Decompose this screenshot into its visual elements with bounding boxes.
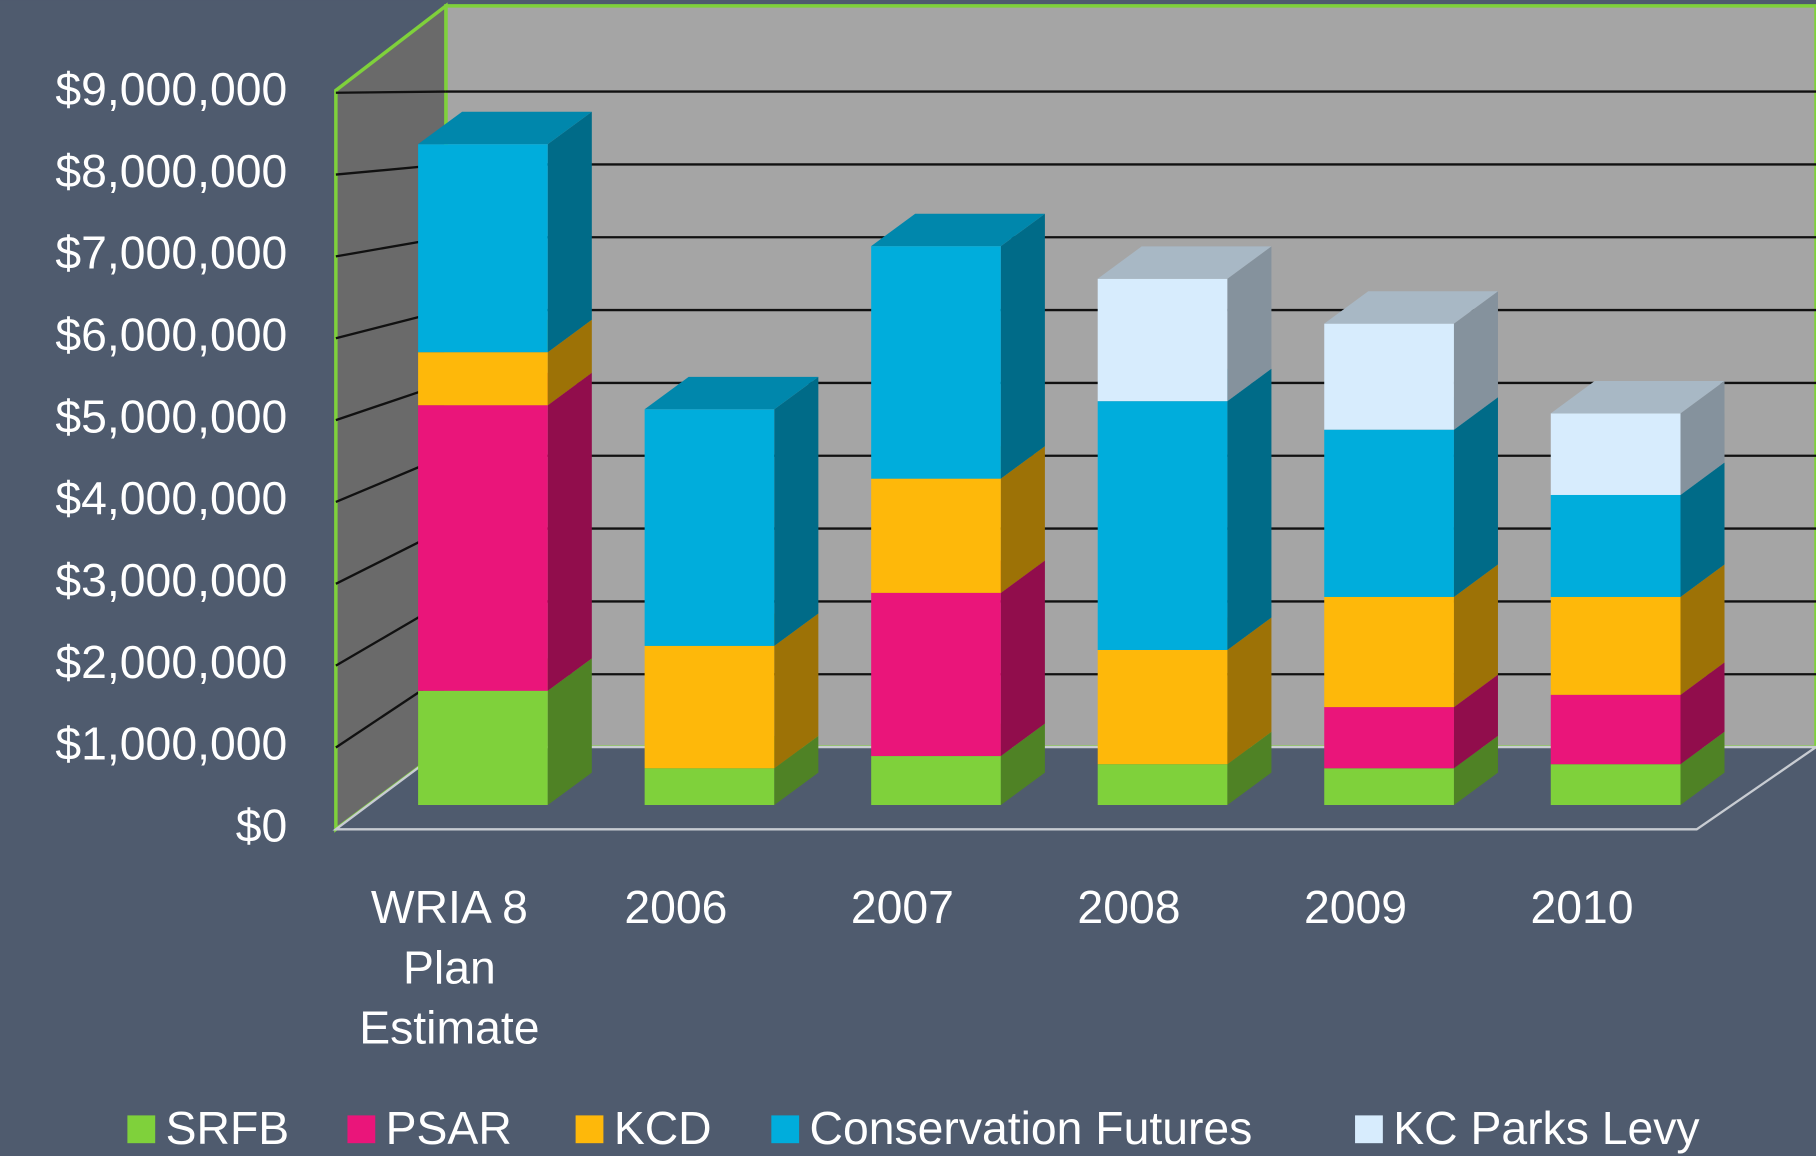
bar-side [1453,564,1498,708]
bar-segment [418,352,548,406]
bar-segment [1550,596,1681,695]
bar-segment [1324,429,1454,597]
bar-side [1680,380,1725,495]
legend-label: Conservation Futures [810,1102,1253,1154]
legend-swatch [347,1115,376,1144]
x-tick-text: WRIA 8 Plan Estimate [359,882,540,1055]
grid-line [335,90,446,94]
bar-side [547,372,592,691]
legend-swatch [575,1115,604,1144]
y-tick-label: $2,000,000 [55,636,287,688]
bar-segment [1324,768,1454,805]
bar-segment [1097,401,1228,650]
bar-segment [644,768,775,805]
bar-side [774,735,819,805]
bar-segment [1550,694,1681,765]
bar-side [1000,560,1045,757]
y-tick-label: $0 [236,800,288,852]
y-tick-label: $8,000,000 [55,145,287,197]
x-tick-text: 2007 [850,882,954,934]
bar-segment [1097,649,1228,765]
legend-swatch [771,1115,800,1144]
y-tick-label: $1,000,000 [55,718,287,770]
bar-top [644,376,819,410]
legend-label: KC Parks Levy [1393,1102,1700,1154]
bar-segment [418,405,548,691]
bars [418,111,1725,805]
x-tick-text: 2006 [624,882,728,934]
bar-top [1550,380,1725,414]
bar-side [1680,731,1725,805]
bar-segment [1550,764,1681,805]
y-tick-label: $6,000,000 [55,308,287,360]
bar-top [418,111,592,145]
bar-side [1227,731,1272,805]
y-tick-label: $9,000,000 [55,63,287,115]
bar-side [1227,617,1272,765]
bar-side [774,613,819,769]
bar-side [1680,564,1725,695]
bar-segment [1097,278,1228,402]
bar-top [1097,246,1272,279]
x-tick-label: WRIA 8 Plan Estimate [359,882,540,1055]
bar-segment [1324,323,1454,430]
bar-side [547,111,592,353]
y-tick-label: $4,000,000 [55,472,287,524]
bar-segment [1550,413,1681,495]
bar-side [1227,368,1272,650]
bar-side [1227,246,1272,402]
bar-side [1453,291,1498,430]
legend-label: PSAR [386,1102,512,1154]
x-tick-label: 2007 [850,882,954,934]
bar-segment [418,690,548,805]
bar-side [1680,662,1725,765]
x-tick-label: 2010 [1530,882,1634,934]
x-tick-text: 2010 [1530,882,1634,934]
bar-side [1000,213,1045,479]
bar-side [1680,462,1725,597]
bar-segment [871,246,1001,479]
legend-label: KCD [614,1102,712,1154]
x-tick-text: 2008 [1077,882,1181,934]
bar-side [774,376,819,646]
legend-swatch [127,1115,156,1144]
legend-label: SRFB [166,1102,290,1154]
bar-segment [1324,596,1454,708]
bar-top [1324,291,1498,324]
bar-side [1453,397,1498,597]
bar-segment [644,409,775,646]
bar-segment [644,645,775,769]
bar-side [547,319,592,406]
x-tick-label: 2009 [1303,882,1408,934]
legend-swatch [1355,1115,1383,1144]
x-tick-label: 2006 [624,882,728,934]
bar-segment [871,478,1001,593]
bar-side [1000,446,1045,593]
labels: $0 $1,000,000 $2,000,000 $3,000,000 $4,000,0… [55,63,1700,1154]
bar-segment [1324,707,1454,769]
y-tick-label: $7,000,000 [55,227,287,279]
bar-top [871,213,1045,247]
x-tick-label: 2008 [1077,882,1181,934]
bar-segment [871,592,1001,757]
bar-segment [418,144,548,353]
bar-side [547,658,592,805]
y-tick-label: $3,000,000 [55,554,287,606]
bar-side [1453,735,1498,805]
bar-segment [1097,764,1228,805]
bar-segment [871,756,1001,805]
bar-side [1453,674,1498,769]
bar-segment [1550,494,1681,597]
x-tick-text: 2009 [1303,882,1408,934]
bar-side [1000,723,1045,805]
y-tick-label: $5,000,000 [55,390,287,442]
